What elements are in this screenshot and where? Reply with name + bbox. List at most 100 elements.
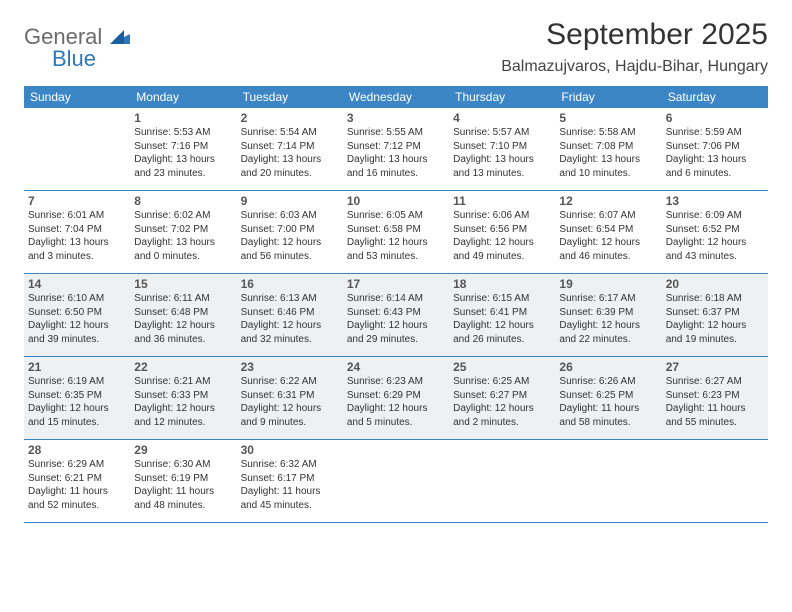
title-area: September 2025 Balmazujvaros, Hajdu-Biha… [501, 18, 768, 76]
day-number: 17 [347, 277, 445, 291]
weekday-header: Monday [130, 86, 236, 108]
day-daylight: Daylight: 12 hours and 5 minutes. [347, 402, 445, 429]
day-sunset: Sunset: 6:17 PM [241, 472, 339, 486]
week-row: 7Sunrise: 6:01 AMSunset: 7:04 PMDaylight… [24, 191, 768, 274]
weekday-header: Friday [555, 86, 661, 108]
day-sunset: Sunset: 6:23 PM [666, 389, 764, 403]
day-sunrise: Sunrise: 5:53 AM [134, 126, 232, 140]
day-sunrise: Sunrise: 6:10 AM [28, 292, 126, 306]
day-sunrise: Sunrise: 6:13 AM [241, 292, 339, 306]
day-number: 25 [453, 360, 551, 374]
logo-triangle-icon [110, 30, 130, 44]
day-sunset: Sunset: 7:16 PM [134, 140, 232, 154]
logo: General Blue [24, 24, 130, 72]
day-number: 4 [453, 111, 551, 125]
day-sunrise: Sunrise: 5:58 AM [559, 126, 657, 140]
day-sunrise: Sunrise: 6:27 AM [666, 375, 764, 389]
day-sunset: Sunset: 7:00 PM [241, 223, 339, 237]
logo-word-2: Blue [52, 46, 130, 72]
week-row: 28Sunrise: 6:29 AMSunset: 6:21 PMDayligh… [24, 440, 768, 523]
weekday-header-row: SundayMondayTuesdayWednesdayThursdayFrid… [24, 86, 768, 108]
day-daylight: Daylight: 12 hours and 2 minutes. [453, 402, 551, 429]
day-sunrise: Sunrise: 5:57 AM [453, 126, 551, 140]
day-cell: 27Sunrise: 6:27 AMSunset: 6:23 PMDayligh… [662, 357, 768, 439]
day-sunrise: Sunrise: 6:15 AM [453, 292, 551, 306]
day-cell: 28Sunrise: 6:29 AMSunset: 6:21 PMDayligh… [24, 440, 130, 522]
day-cell: 13Sunrise: 6:09 AMSunset: 6:52 PMDayligh… [662, 191, 768, 273]
day-cell: 26Sunrise: 6:26 AMSunset: 6:25 PMDayligh… [555, 357, 661, 439]
day-daylight: Daylight: 12 hours and 36 minutes. [134, 319, 232, 346]
day-cell: 20Sunrise: 6:18 AMSunset: 6:37 PMDayligh… [662, 274, 768, 356]
day-number: 14 [28, 277, 126, 291]
day-number: 1 [134, 111, 232, 125]
day-sunset: Sunset: 6:19 PM [134, 472, 232, 486]
day-daylight: Daylight: 13 hours and 20 minutes. [241, 153, 339, 180]
day-sunrise: Sunrise: 6:06 AM [453, 209, 551, 223]
day-number: 21 [28, 360, 126, 374]
day-cell: 16Sunrise: 6:13 AMSunset: 6:46 PMDayligh… [237, 274, 343, 356]
day-sunset: Sunset: 6:46 PM [241, 306, 339, 320]
day-daylight: Daylight: 12 hours and 12 minutes. [134, 402, 232, 429]
day-number: 26 [559, 360, 657, 374]
weekday-header: Wednesday [343, 86, 449, 108]
day-number: 8 [134, 194, 232, 208]
location-subtitle: Balmazujvaros, Hajdu-Bihar, Hungary [501, 58, 768, 76]
day-daylight: Daylight: 12 hours and 49 minutes. [453, 236, 551, 263]
day-number: 27 [666, 360, 764, 374]
day-sunrise: Sunrise: 6:23 AM [347, 375, 445, 389]
day-sunset: Sunset: 7:02 PM [134, 223, 232, 237]
day-sunset: Sunset: 6:27 PM [453, 389, 551, 403]
day-number: 11 [453, 194, 551, 208]
day-cell: 5Sunrise: 5:58 AMSunset: 7:08 PMDaylight… [555, 108, 661, 190]
day-daylight: Daylight: 11 hours and 58 minutes. [559, 402, 657, 429]
week-row: 21Sunrise: 6:19 AMSunset: 6:35 PM Dayligh… [24, 357, 768, 440]
day-sunrise: Sunrise: 6:09 AM [666, 209, 764, 223]
day-number: 16 [241, 277, 339, 291]
day-daylight: Daylight: 12 hours and 56 minutes. [241, 236, 339, 263]
calendar-page: General Blue September 2025 Balmazujvaro… [0, 0, 792, 541]
day-sunset: Sunset: 6:35 PM [28, 389, 126, 403]
day-sunset: Sunset: 7:10 PM [453, 140, 551, 154]
day-sunrise: Sunrise: 6:19 AM [28, 375, 126, 389]
day-daylight: Daylight: 13 hours and 10 minutes. [559, 153, 657, 180]
day-sunrise: Sunrise: 5:59 AM [666, 126, 764, 140]
day-cell: 6Sunrise: 5:59 AMSunset: 7:06 PMDaylight… [662, 108, 768, 190]
day-daylight: Daylight: 12 hours and 19 minutes. [666, 319, 764, 346]
day-sunset: Sunset: 6:41 PM [453, 306, 551, 320]
day-number: 28 [28, 443, 126, 457]
day-number: 2 [241, 111, 339, 125]
weekday-header: Sunday [24, 86, 130, 108]
day-cell: 12Sunrise: 6:07 AMSunset: 6:54 PMDayligh… [555, 191, 661, 273]
day-sunrise: Sunrise: 6:03 AM [241, 209, 339, 223]
logo-text: General Blue [24, 24, 130, 72]
day-daylight: Daylight: 12 hours and 29 minutes. [347, 319, 445, 346]
day-number: 29 [134, 443, 232, 457]
day-sunset: Sunset: 7:14 PM [241, 140, 339, 154]
day-sunset: Sunset: 6:58 PM [347, 223, 445, 237]
day-cell: 3Sunrise: 5:55 AMSunset: 7:12 PMDaylight… [343, 108, 449, 190]
day-sunset: Sunset: 6:21 PM [28, 472, 126, 486]
day-sunset: Sunset: 6:39 PM [559, 306, 657, 320]
day-sunset: Sunset: 6:37 PM [666, 306, 764, 320]
day-sunset: Sunset: 6:29 PM [347, 389, 445, 403]
day-number: 15 [134, 277, 232, 291]
header: General Blue September 2025 Balmazujvaro… [24, 18, 768, 76]
day-daylight: Daylight: 12 hours and 22 minutes. [559, 319, 657, 346]
day-sunrise: Sunrise: 6:07 AM [559, 209, 657, 223]
day-number: 23 [241, 360, 339, 374]
day-number: 20 [666, 277, 764, 291]
day-cell: 29Sunrise: 6:30 AMSunset: 6:19 PMDayligh… [130, 440, 236, 522]
day-sunset: Sunset: 6:48 PM [134, 306, 232, 320]
day-daylight: Daylight: 12 hours and 46 minutes. [559, 236, 657, 263]
day-cell: 21Sunrise: 6:19 AMSunset: 6:35 PMDayligh… [24, 357, 130, 439]
day-daylight: Daylight: 12 hours and 32 minutes. [241, 319, 339, 346]
day-cell: 30Sunrise: 6:32 AMSunset: 6:17 PMDayligh… [237, 440, 343, 522]
day-cell: 15Sunrise: 6:11 AMSunset: 6:48 PMDayligh… [130, 274, 236, 356]
day-sunrise: Sunrise: 6:29 AM [28, 458, 126, 472]
day-sunset: Sunset: 6:25 PM [559, 389, 657, 403]
weekday-header: Tuesday [237, 86, 343, 108]
day-sunrise: Sunrise: 6:18 AM [666, 292, 764, 306]
day-sunrise: Sunrise: 6:14 AM [347, 292, 445, 306]
month-title: September 2025 [501, 18, 768, 52]
day-cell: 10Sunrise: 6:05 AMSunset: 6:58 PMDayligh… [343, 191, 449, 273]
